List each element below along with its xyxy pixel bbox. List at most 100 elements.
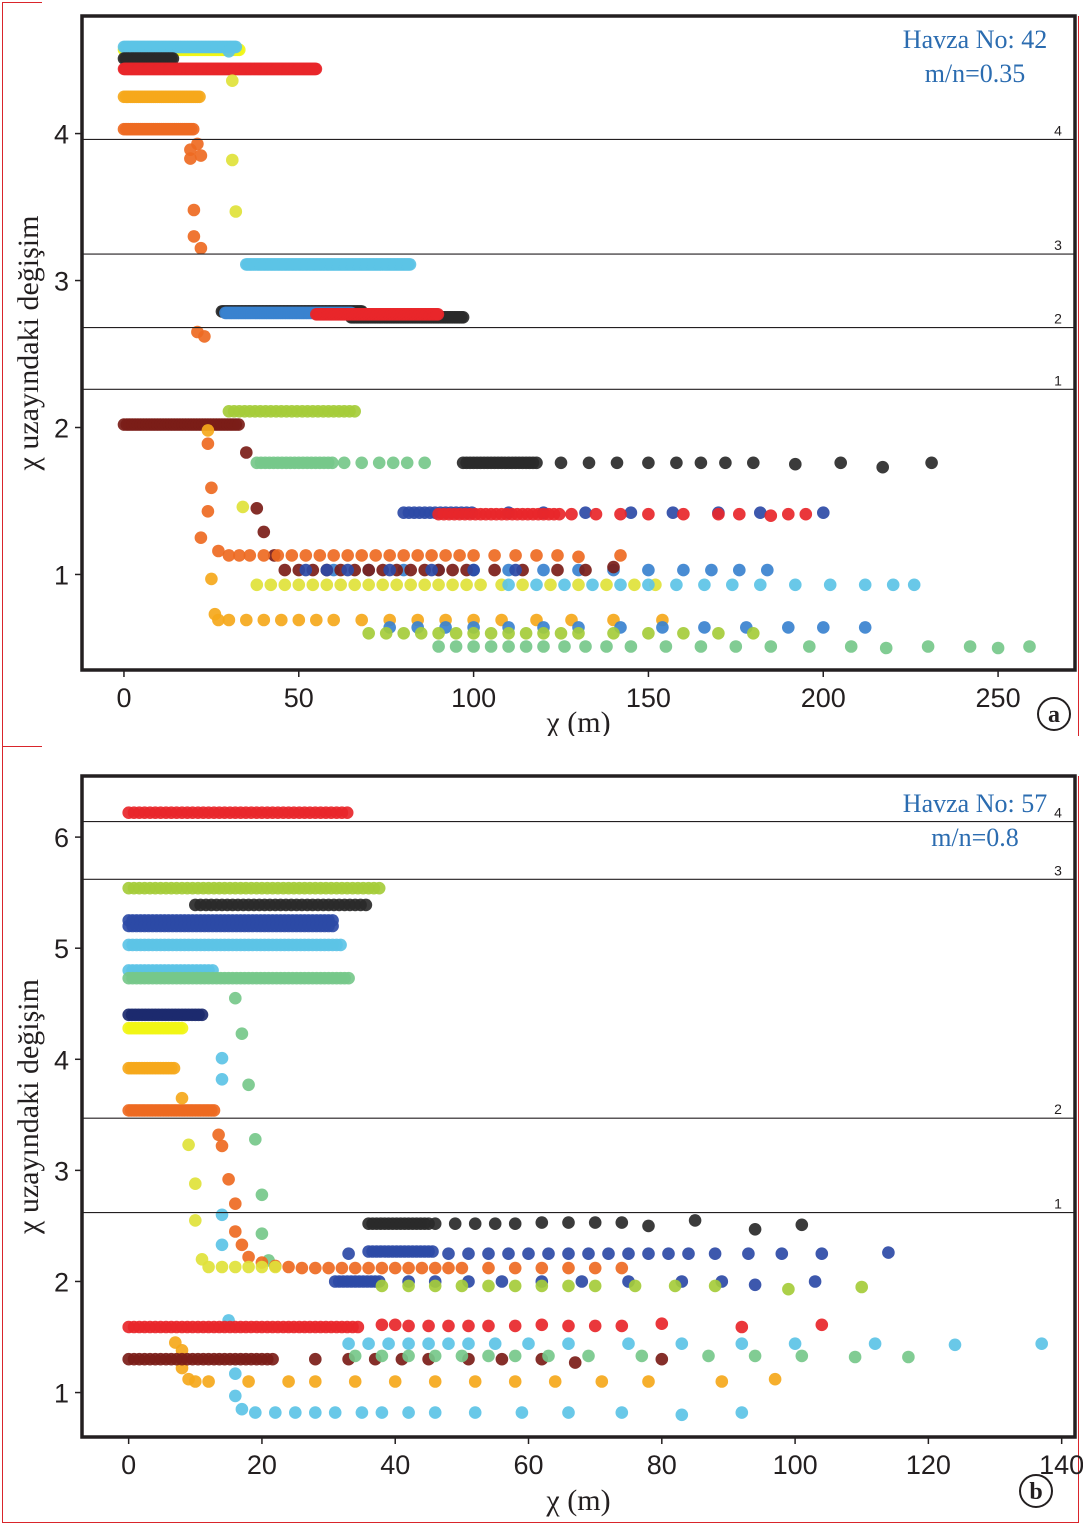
data-point (535, 1216, 549, 1229)
data-point (348, 1349, 362, 1363)
annotation-text: m/n=0.35 (925, 59, 1026, 88)
data-point (327, 549, 341, 562)
data-point (415, 1261, 429, 1275)
data-point (428, 1406, 442, 1419)
data-point (628, 1279, 642, 1293)
data-point (428, 1279, 442, 1293)
data-point (726, 578, 739, 592)
data-point (572, 578, 585, 592)
data-point (326, 456, 339, 470)
y-tick-label: 5 (54, 934, 69, 964)
data-point (250, 578, 264, 592)
data-point (249, 1406, 262, 1419)
data-point (642, 456, 655, 470)
data-point (748, 1349, 762, 1363)
data-point (255, 1227, 269, 1240)
data-point (733, 563, 746, 577)
data-point (677, 627, 690, 640)
data-point (187, 203, 201, 217)
data-point (482, 1319, 495, 1333)
data-point (522, 1247, 535, 1260)
reference-line-label: 2 (1054, 311, 1062, 327)
data-point (467, 549, 480, 562)
data-point (624, 640, 638, 653)
data-point (754, 506, 767, 519)
data-point (615, 1319, 629, 1333)
data-point (205, 481, 218, 495)
data-point (708, 1279, 722, 1293)
data-point (355, 613, 369, 627)
data-point (747, 456, 760, 470)
data-point (694, 640, 708, 653)
data-point (642, 627, 655, 640)
panel-letter-circle (1037, 697, 1071, 731)
data-point (278, 578, 292, 592)
data-point (764, 509, 778, 522)
data-point (249, 1133, 262, 1146)
reference-line-label: 1 (1054, 1196, 1062, 1212)
data-point (542, 1349, 555, 1363)
data-point (264, 578, 278, 592)
data-point (340, 806, 354, 819)
data-point (610, 456, 624, 470)
data-point (242, 1260, 255, 1274)
data-point (1035, 1337, 1048, 1350)
data-point (508, 1375, 522, 1388)
data-point (775, 1247, 789, 1260)
data-point (815, 1318, 829, 1332)
data-point (292, 578, 306, 592)
data-point (615, 1406, 629, 1419)
data-point (375, 1318, 389, 1332)
data-point (432, 640, 445, 653)
data-point (615, 1261, 629, 1275)
data-point (702, 1349, 715, 1363)
data-point (455, 1261, 469, 1275)
data-point (242, 1078, 255, 1092)
data-point (271, 549, 285, 562)
data-point (222, 45, 236, 58)
data-point (229, 205, 243, 218)
data-point (554, 627, 568, 640)
data-point (402, 1406, 415, 1419)
data-point (607, 560, 620, 574)
data-point (351, 1320, 365, 1334)
data-point (544, 578, 557, 592)
data-point (488, 1217, 502, 1230)
data-point (201, 505, 215, 518)
data-point (582, 456, 596, 470)
data-point (428, 1349, 442, 1363)
plot-frame (80, 774, 1077, 1439)
data-point (375, 1406, 389, 1419)
data-point (269, 1260, 282, 1274)
data-point (484, 627, 498, 640)
data-point (428, 1217, 442, 1230)
data-point (530, 549, 543, 562)
data-point (386, 456, 400, 470)
data-point (670, 578, 683, 592)
x-axis-label: χ (m) (545, 706, 610, 739)
data-point (402, 1261, 415, 1275)
y-tick-label: 4 (54, 120, 69, 150)
data-point (383, 549, 397, 562)
data-point (562, 1279, 575, 1293)
data-point (562, 1319, 575, 1333)
data-point (729, 640, 743, 653)
data-point (799, 507, 813, 521)
data-point (418, 578, 432, 592)
data-point (257, 613, 271, 627)
data-point (455, 1349, 469, 1363)
data-point (334, 938, 347, 952)
data-point (229, 991, 242, 1005)
data-point (628, 578, 641, 592)
data-point (788, 1337, 802, 1350)
x-tick-label: 150 (626, 683, 671, 713)
data-point (257, 549, 271, 562)
data-point (236, 500, 250, 514)
reference-line-label: 3 (1054, 237, 1062, 253)
data-point (467, 563, 480, 577)
data-point (614, 507, 627, 521)
reference-line-label: 4 (1054, 122, 1062, 138)
data-point (232, 418, 245, 431)
data-point (677, 507, 690, 521)
data-point (482, 1349, 495, 1363)
